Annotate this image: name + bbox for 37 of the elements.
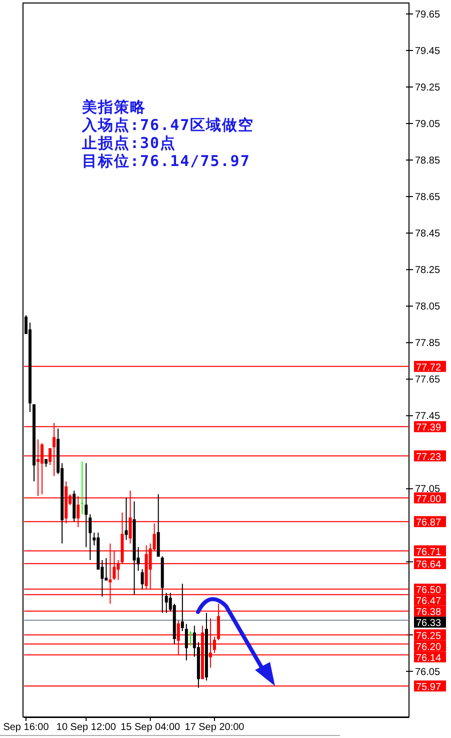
y-tick-label: 77.85	[415, 338, 440, 350]
y-tick-label: 79.25	[415, 82, 440, 94]
annotation: 止损点:30点	[81, 134, 176, 152]
ref-line-label: 75.97	[416, 682, 442, 693]
y-tick-label: 77.45	[415, 411, 440, 422]
ref-line-label: 76.33	[416, 618, 442, 630]
ref-line-label: 76.47	[416, 596, 442, 608]
y-tick-label: 78.25	[415, 265, 440, 276]
ref-line-label: 76.71	[416, 546, 442, 558]
y-tick-label: 78.45	[415, 228, 440, 240]
annotation: 入场点:76.47区域做空	[81, 116, 254, 134]
y-tick-label: 78.05	[415, 302, 440, 313]
y-tick-label: 79.65	[415, 9, 440, 20]
ref-line-label: 76.14	[416, 652, 442, 664]
ref-line-label: 76.64	[416, 560, 442, 571]
x-tick-label: 17 Sep 20:00	[184, 722, 245, 733]
ref-line-label: 77.72	[416, 362, 442, 374]
x-tick-label: Sep 16:00	[3, 722, 50, 733]
annotation: 目标位:76.14/75.97	[82, 152, 250, 170]
ref-line-label: 76.20	[416, 642, 442, 653]
ref-line-label: 77.23	[416, 452, 442, 463]
ref-line-label: 76.87	[416, 518, 442, 529]
ref-line-label: 77.00	[416, 494, 442, 505]
x-tick-label: 15 Sep 04:00	[120, 722, 181, 733]
ref-line-label: 77.39	[416, 422, 442, 434]
y-tick-label: 76.05	[415, 666, 440, 678]
x-tick-label: 10 Sep 12:00	[56, 722, 116, 733]
ref-line-label: 76.38	[416, 607, 442, 618]
y-tick-label: 78.65	[415, 192, 440, 204]
y-tick-label: 77.65	[415, 374, 440, 386]
y-tick-label: 79.05	[415, 119, 440, 130]
y-tick-label: 79.45	[415, 46, 440, 57]
y-tick-label: 78.85	[415, 156, 440, 167]
ref-line-label: 76.25	[416, 630, 442, 642]
text: 美指策略	[81, 98, 146, 116]
ref-line-label: 76.50	[416, 585, 442, 596]
y-tick-label: 77.05	[415, 484, 440, 496]
